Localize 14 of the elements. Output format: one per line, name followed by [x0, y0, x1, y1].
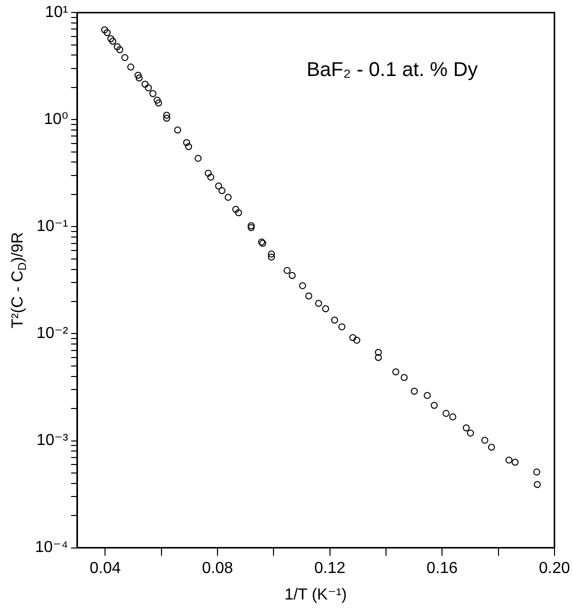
y-tick-label: 10⁻¹: [36, 218, 68, 236]
y-tick-label: 10¹: [44, 4, 68, 22]
y-tick-label: 10⁰: [44, 111, 68, 128]
x-tick-label: 0.08: [202, 560, 234, 577]
y-tick-label: 10⁻⁴: [34, 539, 68, 556]
y-tick-label: 10⁻³: [36, 432, 69, 450]
x-tick-label: 0.12: [314, 560, 346, 577]
x-tick-label: 0.20: [538, 560, 570, 577]
y-tick-label: 10⁻²: [36, 325, 69, 342]
annotation: BaF₂ - 0.1 at. % Dy: [306, 59, 478, 82]
x-tick-label: 0.16: [426, 560, 458, 577]
y-axis-title: T²(C - CD)/9R: [9, 232, 29, 328]
x-axis-title: 1/T (K⁻¹): [284, 586, 347, 604]
x-tick-label: 0.04: [90, 560, 121, 577]
